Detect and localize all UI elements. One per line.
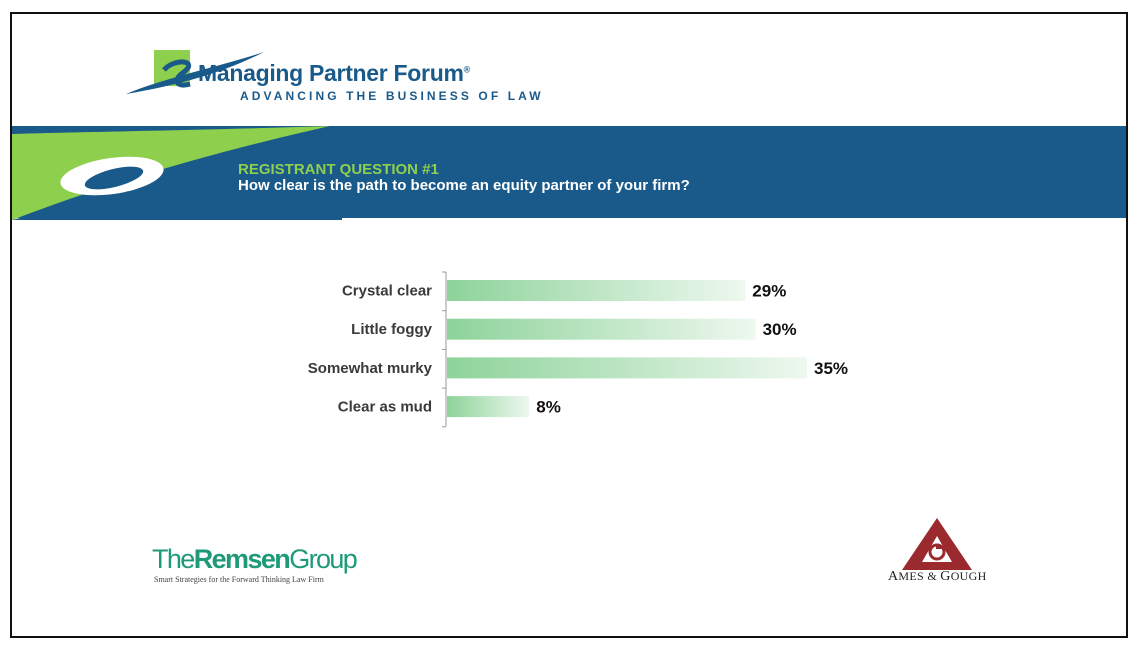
category-label: Little foggy — [351, 321, 432, 338]
remsen-tagline: Smart Strategies for the Forward Thinkin… — [154, 575, 324, 584]
bar — [447, 396, 530, 418]
value-label: 30% — [763, 320, 797, 339]
bar — [447, 357, 807, 379]
logo-title: Managing Partner Forum® — [198, 60, 470, 86]
slide-frame: Managing Partner Forum® ADVANCING THE BU… — [10, 12, 1128, 638]
bar — [447, 318, 756, 340]
category-label: Clear as mud — [338, 399, 432, 416]
mpf-logo-mark — [126, 50, 264, 94]
remsen-name: TheRemsenGroup — [152, 544, 358, 574]
question-label: REGISTRANT QUESTION #1 — [238, 161, 439, 178]
value-label: 29% — [752, 282, 786, 301]
value-label: 35% — [814, 359, 848, 378]
question-text: How clear is the path to become an equit… — [238, 177, 690, 194]
value-label: 8% — [536, 398, 561, 417]
remsen-group-logo: TheRemsenGroup Smart Strategies for the … — [152, 544, 358, 584]
banner-swoosh-icon — [12, 126, 342, 220]
category-label: Somewhat murky — [308, 360, 433, 377]
bar — [447, 280, 746, 301]
ames-gough-wordmark: AMES & GOUGH — [888, 569, 987, 584]
category-label: Crystal clear — [342, 283, 432, 300]
ames-gough-logo-mark — [902, 518, 972, 570]
logo-tagline: ADVANCING THE BUSINESS OF LAW — [240, 89, 544, 103]
bar-chart: Crystal clear 29% Little foggy 30% Somewhat … — [308, 271, 848, 428]
